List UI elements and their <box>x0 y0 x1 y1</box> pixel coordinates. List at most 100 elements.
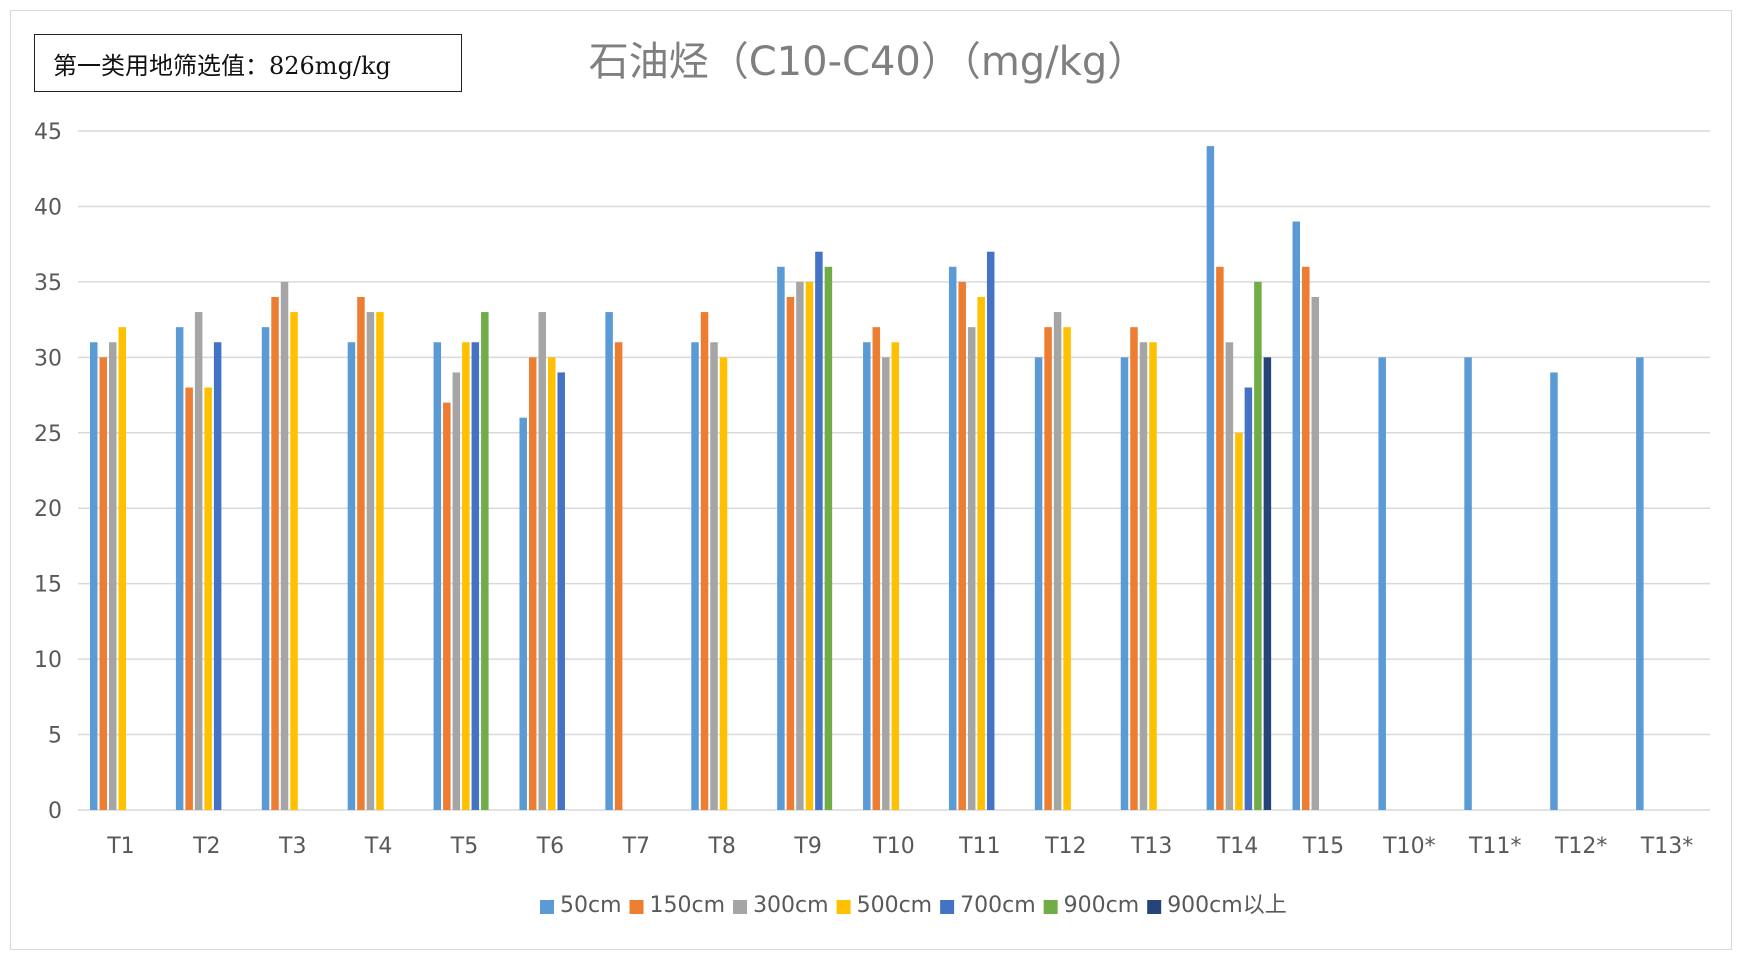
bar-T9-900cm <box>824 266 833 810</box>
bar-T12-50cm <box>1034 357 1043 810</box>
bar-T7-50cm <box>605 312 613 810</box>
x-tick-label: T2 <box>192 834 220 859</box>
y-axis: 0 5 10 15 20 25 30 35 40 45 <box>34 120 62 824</box>
bar-T3-300cm <box>280 281 289 810</box>
y-tick-label: 0 <box>48 799 62 824</box>
bar-T10*-50cm <box>1378 357 1386 810</box>
y-tick-label: 45 <box>34 120 62 145</box>
bar-T11-150cm <box>958 281 966 810</box>
y-tick-label: 30 <box>34 346 62 371</box>
bar-T6-500cm <box>547 357 556 810</box>
bar-T13-300cm <box>1139 342 1148 810</box>
bar-T3-500cm <box>290 312 298 810</box>
bar-T6-300cm <box>538 312 546 810</box>
bar-T14-700cm <box>1244 387 1253 810</box>
bar-T1-150cm <box>99 357 107 810</box>
bar-T4-50cm <box>347 342 356 810</box>
bar-T12-300cm <box>1053 312 1062 810</box>
y-tick-label: 25 <box>34 422 62 447</box>
bar-T14-900cm以上 <box>1263 357 1272 810</box>
bar-T5-300cm <box>452 372 461 810</box>
bar-T1-50cm <box>90 342 98 810</box>
legend-label: 500cm <box>857 893 933 918</box>
x-tick-label: T10 <box>872 834 914 859</box>
legend-swatch-50cm <box>540 900 554 914</box>
bar-T4-150cm <box>357 296 365 810</box>
legend-label: 150cm <box>650 893 726 918</box>
legend-label: 700cm <box>960 893 1036 918</box>
bar-T6-700cm <box>557 372 565 810</box>
bar-T15-150cm <box>1302 266 1310 810</box>
legend-swatch-700cm <box>940 900 955 914</box>
bar-T14-500cm <box>1235 432 1243 810</box>
x-tick-label: T12 <box>1044 834 1086 859</box>
x-tick-label: T13* <box>1640 834 1693 859</box>
bar-T10-50cm <box>863 342 871 810</box>
bar-T6-50cm <box>519 417 527 810</box>
bar-T14-900cm <box>1254 281 1262 810</box>
legend-swatch-900cm以上 <box>1147 900 1162 914</box>
bar-T8-500cm <box>719 357 728 810</box>
bar-T15-50cm <box>1292 221 1301 811</box>
bar-T7-150cm <box>614 342 623 810</box>
bar-T11-700cm <box>986 251 995 810</box>
y-tick-label: 15 <box>34 573 62 598</box>
bar-T14-150cm <box>1216 266 1224 810</box>
x-tick-label: T13 <box>1130 834 1172 859</box>
y-tick-label: 20 <box>34 497 62 522</box>
bar-T12*-50cm <box>1550 372 1558 810</box>
legend-swatch-900cm <box>1043 900 1058 914</box>
bar-T11-500cm <box>977 296 985 810</box>
bar-T9-500cm <box>805 281 814 810</box>
chart-title: 石油烃（C10-C40）（mg/kg） <box>589 39 1147 85</box>
bar-T5-700cm <box>471 342 480 810</box>
y-tick-label: 10 <box>34 648 62 673</box>
bar-T13*-50cm <box>1636 357 1644 810</box>
bar-T4-500cm <box>376 312 384 810</box>
bar-T2-50cm <box>175 327 184 810</box>
bar-T2-700cm <box>213 342 222 810</box>
bar-T8-300cm <box>710 342 718 810</box>
x-tick-label: T14 <box>1216 834 1258 859</box>
bar-T6-150cm <box>528 357 537 810</box>
bar-T15-300cm <box>1311 296 1320 810</box>
legend-swatch-300cm <box>733 900 748 914</box>
bar-T12-500cm <box>1063 327 1071 810</box>
bar-T1-500cm <box>118 327 126 810</box>
bar-T8-50cm <box>691 342 699 810</box>
x-tick-label: T11* <box>1468 834 1521 859</box>
legend-label: 900cm以上 <box>1167 893 1287 918</box>
bar-T2-500cm <box>204 387 212 810</box>
x-tick-label: T4 <box>364 834 392 859</box>
bar-T10-500cm <box>891 342 900 810</box>
bar-T10-300cm <box>882 357 890 810</box>
bar-T2-150cm <box>185 387 193 810</box>
legend-swatch-150cm <box>629 900 644 914</box>
legend-label: 300cm <box>753 893 829 918</box>
bar-T9-150cm <box>786 296 795 810</box>
legend-swatch-500cm <box>836 900 851 914</box>
bar-T10-150cm <box>872 327 881 810</box>
bar-T5-500cm <box>462 342 470 810</box>
legend: 50cm 150cm 300cm 500cm 700cm 900cm 900cm以上 <box>540 893 1287 918</box>
bar-T5-150cm <box>443 402 451 810</box>
bar-T14-300cm <box>1225 342 1234 810</box>
x-tick-label: T9 <box>793 834 821 859</box>
x-tick-label: T15 <box>1302 834 1344 859</box>
y-tick-label: 40 <box>34 195 62 220</box>
x-tick-label: T1 <box>106 834 134 859</box>
x-tick-label: T3 <box>278 834 306 859</box>
bar-T9-50cm <box>777 266 785 810</box>
legend-label: 50cm <box>560 893 622 918</box>
bar-T9-700cm <box>815 251 823 810</box>
bar-T2-300cm <box>194 312 203 810</box>
bar-T11-50cm <box>948 266 957 810</box>
bar-T5-900cm <box>481 312 489 810</box>
x-tick-label: T12* <box>1554 834 1607 859</box>
bar-T9-300cm <box>796 281 804 810</box>
bar-T3-50cm <box>261 327 270 810</box>
legend-label: 900cm <box>1064 893 1140 918</box>
bar-T8-150cm <box>700 312 709 810</box>
y-tick-label: 5 <box>48 724 62 749</box>
